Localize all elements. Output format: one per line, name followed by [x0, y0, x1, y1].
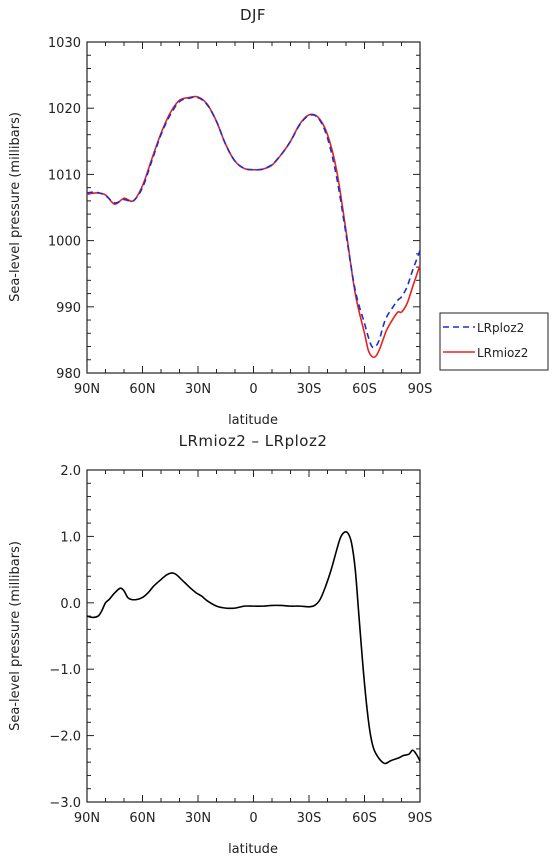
y-tick-label-bottom: 2.0: [60, 464, 81, 479]
y-axis-label-top: Sea-level pressure (millibars): [8, 112, 23, 302]
x-tick-label-top: 30S: [297, 382, 322, 397]
y-axis-label-bottom: Sea-level pressure (millibars): [8, 541, 23, 731]
chart-title-top: DJF: [240, 6, 266, 24]
x-tick-label-bottom: 90S: [408, 811, 433, 826]
x-tick-label-top: 90N: [74, 382, 100, 397]
series-line-lrploz2: [86, 96, 421, 349]
y-tick-label-bottom: 0.0: [60, 597, 81, 612]
x-axis-label-top: latitude: [228, 413, 278, 428]
y-tick-label-top: 1030: [48, 36, 81, 51]
y-tick-label-top: 1020: [48, 102, 81, 117]
x-tick-label-top: 90S: [408, 382, 433, 397]
y-tick-label-bottom: −2.0: [49, 730, 81, 745]
x-tick-label-top: 60N: [129, 382, 155, 397]
x-tick-label-bottom: 90N: [74, 811, 100, 826]
y-tick-label-bottom: −3.0: [49, 796, 81, 811]
x-axis-label-bottom: latitude: [228, 842, 278, 857]
series-line-difference: [86, 530, 421, 765]
legend-label-lrploz2: LRploz2: [477, 321, 524, 335]
x-tick-label-bottom: 60N: [129, 811, 155, 826]
x-tick-label-bottom: 60S: [352, 811, 377, 826]
series-line-lrmioz2: [86, 95, 421, 359]
legend-label-lrmioz2: LRmioz2: [477, 346, 528, 360]
x-tick-label-bottom: 30N: [185, 811, 211, 826]
y-tick-label-top: 1010: [48, 168, 81, 183]
y-tick-label-bottom: 1.0: [60, 530, 81, 545]
x-tick-label-top: 0: [249, 382, 257, 397]
x-tick-label-bottom: 30S: [297, 811, 322, 826]
x-tick-label-top: 30N: [185, 382, 211, 397]
y-tick-label-top: 980: [56, 367, 81, 382]
legend-box: [439, 312, 549, 371]
x-tick-label-top: 60S: [352, 382, 377, 397]
y-tick-label-top: 1000: [48, 235, 81, 250]
chart-title-bottom: LRmioz2 – LRploz2: [179, 432, 328, 450]
legend: LRploz2 LRmioz2: [439, 312, 549, 371]
y-tick-label-bottom: −1.0: [49, 663, 81, 678]
x-tick-label-bottom: 0: [249, 811, 257, 826]
plot-frame-bottom: [86, 469, 421, 803]
plot-frame-top: [86, 41, 421, 374]
y-tick-label-top: 990: [56, 301, 81, 316]
